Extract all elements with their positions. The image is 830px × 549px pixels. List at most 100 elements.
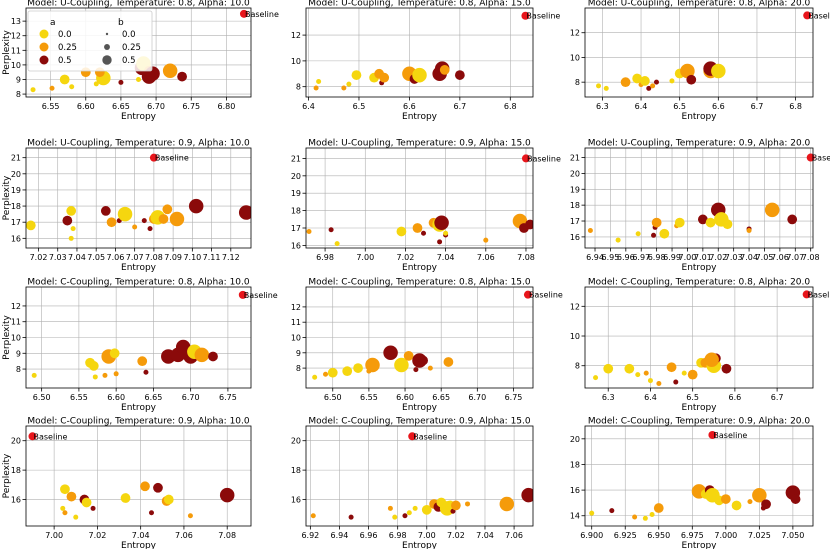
scatter-point: [141, 218, 147, 224]
panel-title: Model: C-Coupling, Temperature: 0.8, Alp…: [308, 278, 531, 288]
scatter-point: [624, 363, 635, 374]
scatter-point: [646, 85, 652, 91]
x-tick-label: 6.900: [580, 531, 603, 540]
scatter-panel-4: 7.02 7.03 7.04 7.05 7.06 7.07 7.08 7.09 7.10 7.11…: [2, 139, 252, 273]
x-tick-label: 7.04: [68, 253, 86, 262]
scatter-point: [402, 513, 408, 519]
scatter-point: [632, 73, 643, 84]
y-tick-label: 16: [570, 486, 580, 495]
x-tick-label: 7.00: [356, 253, 374, 262]
x-tick-label: 7.06: [175, 531, 193, 540]
panel-title: Model: C-Coupling, Temperature: 0.8, Alp…: [27, 278, 250, 288]
x-tick-label: 6.975: [681, 531, 704, 540]
scatter-point: [412, 505, 418, 511]
y-tick-label: 9: [16, 349, 21, 358]
scatter-point: [88, 361, 99, 371]
x-tick-label: 7.050: [781, 531, 804, 540]
x-tick-label: 7.02: [709, 253, 727, 262]
scatter-point: [451, 500, 461, 511]
x-tick-label: 6.75: [219, 393, 237, 402]
y-tick-label: 16: [11, 496, 21, 505]
scatter-point: [686, 74, 697, 85]
x-tick-label: 6.75: [182, 102, 200, 111]
scatter-point: [158, 214, 169, 224]
points-group: [596, 61, 726, 91]
scatter-point: [587, 228, 593, 234]
scatter-point: [379, 72, 390, 83]
y-tick-label: 12: [291, 31, 301, 40]
y-tick-label: 18: [11, 202, 21, 211]
axes-frame: [25, 425, 252, 527]
scatter-point: [642, 515, 648, 521]
baseline-label: Baseline: [413, 432, 447, 441]
x-tick-label: 6.7: [771, 393, 784, 402]
scatter-panel-2: 6.4 6.5 6.6 6.7 6.8 8 10 12 Baseline Model: U-Cou…: [291, 0, 561, 122]
scatter-point: [310, 513, 316, 519]
scatter-point: [653, 79, 659, 85]
x-tick-label: 6.65: [112, 102, 130, 111]
y-tick-label: 10: [291, 334, 301, 343]
scatter-point: [153, 482, 163, 493]
x-tick-label: 6.5: [686, 393, 699, 402]
x-axis-label: Entropy: [121, 263, 157, 273]
panel-title: Model: C-Coupling, Temperature: 0.9, Alp…: [308, 417, 531, 427]
scatter-point: [188, 198, 204, 214]
baseline-point: [521, 11, 530, 20]
scatter-point: [647, 378, 653, 384]
points-group: [31, 339, 218, 380]
scatter-point: [90, 505, 96, 511]
scatter-point: [465, 501, 471, 507]
y-axis-label: Perplexity: [2, 30, 12, 75]
x-tick-label: 7.03: [725, 253, 743, 262]
scatter-point: [653, 503, 664, 513]
y-tick-label: 10: [570, 332, 580, 341]
scatter-point: [66, 491, 77, 502]
scatter-point: [635, 372, 641, 378]
panel-title: Model: U-Coupling, Temperature: 0.9, Alp…: [27, 139, 250, 149]
x-tick-label: 6.55: [360, 393, 378, 402]
y-tick-label: 20: [570, 435, 580, 444]
scatter-panel-5: 6.98 7.00 7.02 7.04 7.06 7.08 16 17 18 19 20 21 Base…: [291, 139, 561, 274]
x-axis-label: Entropy: [682, 403, 718, 413]
x-tick-label: 7.08: [517, 253, 535, 262]
y-tick-label: 8: [16, 90, 21, 99]
y-tick-label: 11: [11, 46, 21, 55]
scatter-point: [30, 87, 36, 93]
x-tick-label: 7.06: [505, 531, 523, 540]
scatter-point: [323, 371, 329, 377]
points-group: [589, 484, 801, 521]
points-group: [306, 213, 533, 247]
legend-title-a: a: [50, 18, 56, 28]
scatter-point: [120, 493, 131, 503]
baseline-point: [408, 432, 417, 441]
x-axis-label: Entropy: [121, 541, 157, 549]
y-axis-label: Perplexity: [2, 175, 12, 220]
scatter-point: [596, 83, 602, 89]
points-group: [312, 345, 454, 380]
x-tick-label: 7.06: [477, 253, 495, 262]
baseline-label: Baseline: [808, 290, 830, 299]
legend-label-a: 0.5: [58, 56, 72, 66]
scatter-point: [439, 65, 450, 75]
points-group: [313, 61, 465, 91]
x-tick-label: 7.07: [126, 253, 144, 262]
x-tick-label: 7.00: [418, 531, 436, 540]
x-tick-label: 6.5: [673, 102, 686, 111]
scatter-point: [136, 76, 141, 82]
scatter-point: [593, 375, 599, 381]
baseline-label: Baseline: [713, 431, 747, 440]
legend-label-b: 0.25: [122, 43, 141, 53]
scatter-point: [454, 70, 465, 80]
scatter-point: [720, 494, 731, 504]
x-tick-label: 6.96: [360, 531, 378, 540]
scatter-panel-3: 6.3 6.4 6.5 6.6 6.7 6.8 8 10 12 Baseline Model: U-…: [570, 0, 830, 122]
baseline-point: [238, 290, 247, 299]
scatter-point: [640, 76, 650, 86]
y-tick-label: 10: [291, 57, 301, 66]
baseline-point: [149, 153, 158, 162]
scatter-point: [137, 356, 148, 367]
y-tick-label: 20: [11, 170, 21, 179]
scatter-point: [406, 510, 412, 516]
y-tick-label: 16: [291, 241, 301, 250]
